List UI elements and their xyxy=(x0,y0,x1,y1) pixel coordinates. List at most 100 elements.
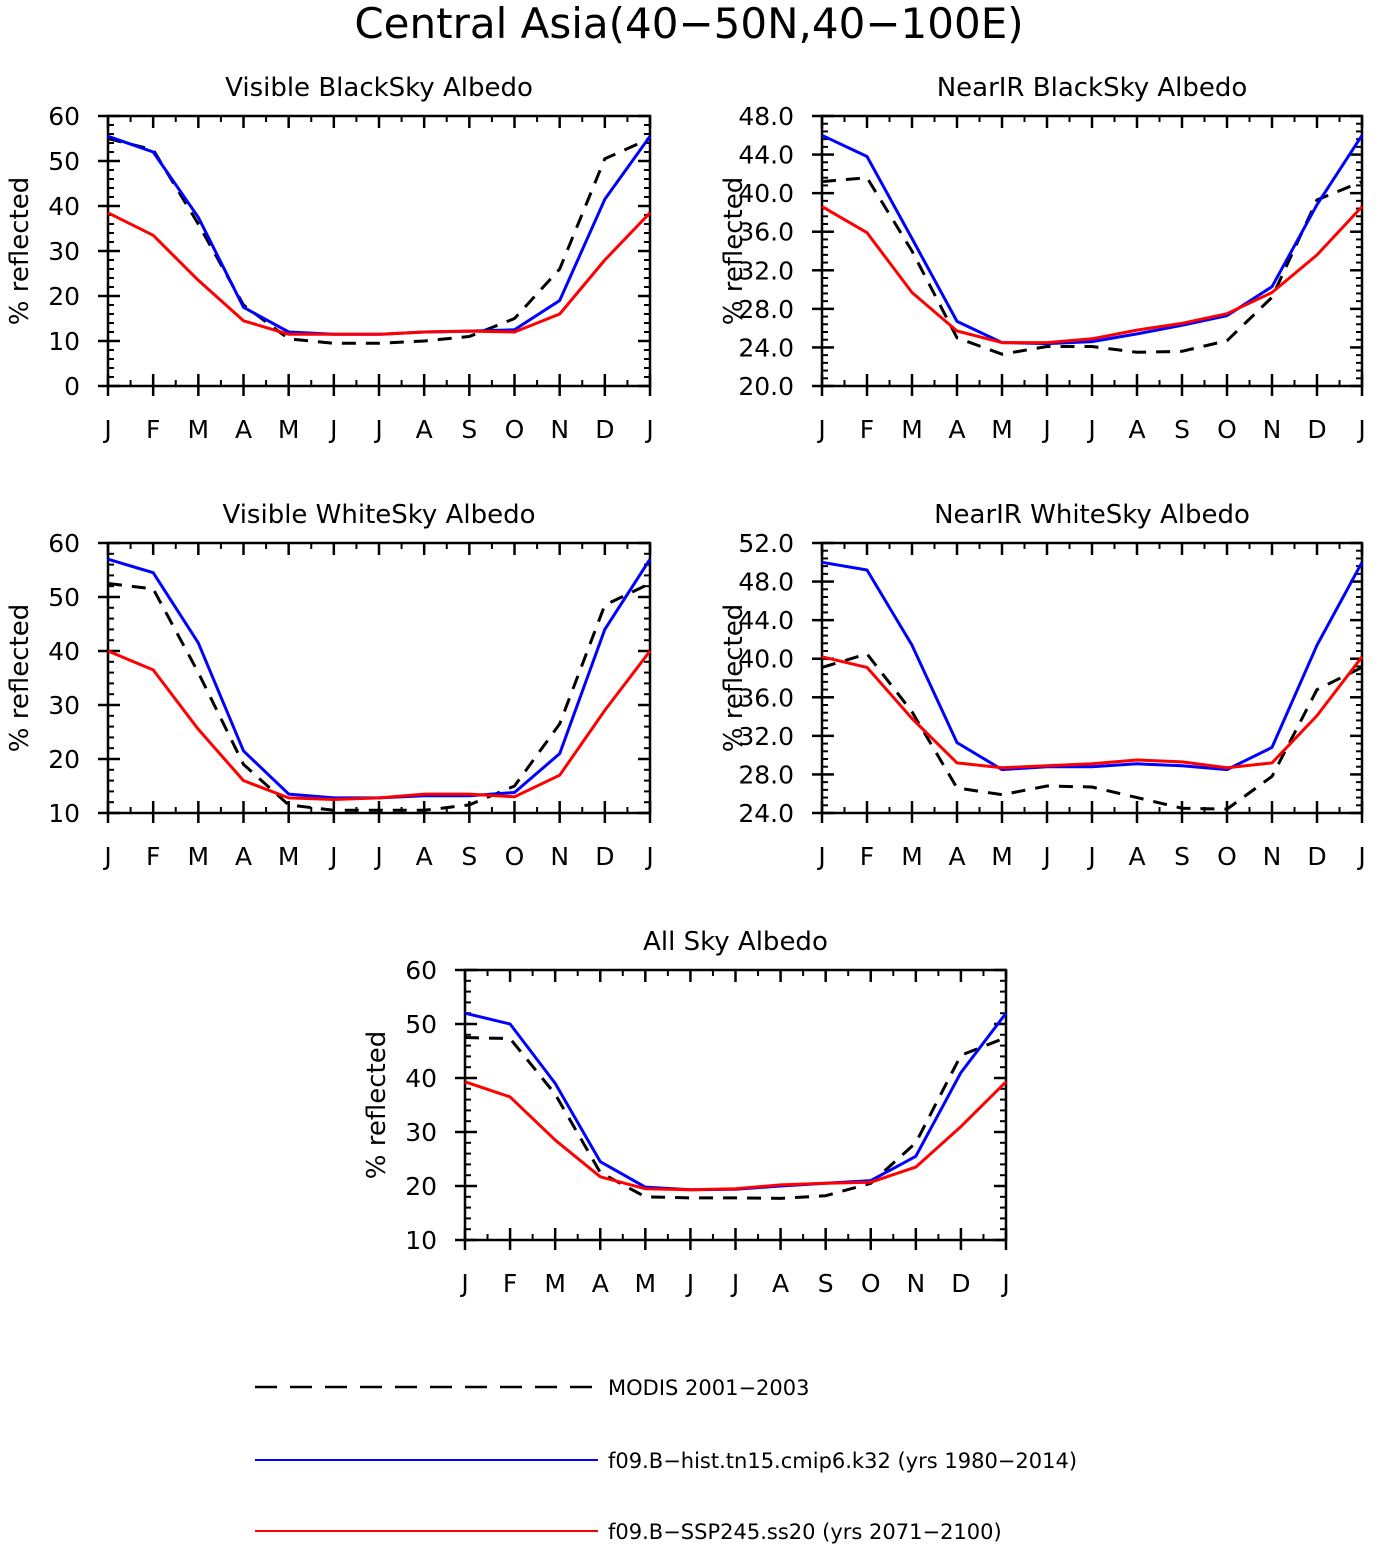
x-tick-label: J xyxy=(459,1269,468,1298)
panel-title: Visible BlackSky Albedo xyxy=(225,73,533,103)
x-tick-label: O xyxy=(505,415,525,444)
plot-frame xyxy=(106,541,652,815)
legend-label-3: f09.B−SSP245.ss20 (yrs 2071−2100) xyxy=(608,1520,1002,1544)
plot-frame xyxy=(820,541,1364,815)
series-line-2 xyxy=(821,560,1364,772)
x-tick-label: A xyxy=(235,842,252,871)
x-tick-label: J xyxy=(1086,842,1095,871)
y-tick-label: 60 xyxy=(405,956,437,985)
x-tick-label: J xyxy=(644,415,653,444)
x-tick-label: J xyxy=(328,415,337,444)
x-tick-label: N xyxy=(906,1269,925,1298)
y-axis-label: % reflected xyxy=(719,604,749,752)
series-line-3 xyxy=(107,649,652,801)
x-tick-label: J xyxy=(730,1269,739,1298)
x-tick-label: A xyxy=(1128,842,1145,871)
x-tick-label: J xyxy=(1041,415,1050,444)
panel-title: NearIR WhiteSky Albedo xyxy=(934,500,1250,530)
y-tick-label: 50 xyxy=(405,1010,437,1039)
y-tick-label: 44.0 xyxy=(738,141,794,170)
y-tick-label: 24.0 xyxy=(738,799,794,828)
panel-title: Visible WhiteSky Albedo xyxy=(222,500,535,530)
series-line-2 xyxy=(821,133,1364,346)
y-tick-label: 60 xyxy=(48,102,80,131)
y-tick-label: 10 xyxy=(48,799,80,828)
x-tick-label: J xyxy=(1086,415,1095,444)
x-tick-label: D xyxy=(1307,415,1326,444)
x-tick-label: J xyxy=(1356,415,1365,444)
x-tick-label: A xyxy=(948,415,965,444)
x-tick-label: F xyxy=(503,1269,517,1298)
figure-title: Central Asia(40−50N,40−100E) xyxy=(354,0,1023,48)
x-tick-label: A xyxy=(592,1269,609,1298)
y-tick-label: 30 xyxy=(48,691,80,720)
x-tick-label: S xyxy=(461,842,477,871)
y-tick-label: 60 xyxy=(48,529,80,558)
legend-label-1: MODIS 2001−2003 xyxy=(608,1376,810,1400)
y-tick-label: 48.0 xyxy=(738,102,794,131)
x-tick-label: J xyxy=(102,842,111,871)
x-tick-label: A xyxy=(416,415,433,444)
x-tick-label: M xyxy=(991,415,1013,444)
y-tick-label: 40 xyxy=(405,1064,437,1093)
y-tick-label: 28.0 xyxy=(738,295,794,324)
series-line-1 xyxy=(107,582,651,812)
x-tick-label: D xyxy=(595,842,614,871)
x-tick-label: A xyxy=(772,1269,789,1298)
series-line-3 xyxy=(821,655,1364,770)
x-tick-label: F xyxy=(146,842,160,871)
y-tick-label: 40 xyxy=(48,637,80,666)
series-line-1 xyxy=(464,1036,1007,1200)
series-line-3 xyxy=(821,205,1364,345)
x-tick-label: J xyxy=(102,415,111,444)
y-axis-label: % reflected xyxy=(362,1031,392,1179)
y-tick-label: 20.0 xyxy=(738,372,794,401)
x-tick-label: N xyxy=(550,842,569,871)
x-tick-label: J xyxy=(1356,842,1365,871)
x-tick-label: O xyxy=(1217,842,1237,871)
x-tick-label: O xyxy=(1217,415,1237,444)
x-tick-label: M xyxy=(544,1269,566,1298)
y-tick-label: 32.0 xyxy=(738,256,794,285)
x-tick-label: J xyxy=(373,415,382,444)
x-tick-label: J xyxy=(1041,842,1050,871)
x-tick-label: S xyxy=(1174,415,1190,444)
x-tick-label: M xyxy=(278,415,300,444)
x-tick-label: M xyxy=(991,842,1013,871)
x-tick-label: M xyxy=(901,842,923,871)
x-tick-label: J xyxy=(816,415,825,444)
y-tick-label: 36.0 xyxy=(738,218,794,247)
y-tick-label: 20 xyxy=(48,745,80,774)
y-tick-label: 28.0 xyxy=(738,760,794,789)
x-tick-label: J xyxy=(1000,1269,1009,1298)
plot-frame xyxy=(106,114,652,388)
y-tick-label: 44.0 xyxy=(738,606,794,635)
x-tick-label: N xyxy=(1263,415,1282,444)
y-tick-label: 40.0 xyxy=(738,179,794,208)
x-tick-label: A xyxy=(1128,415,1145,444)
series-line-2 xyxy=(464,1011,1008,1192)
y-axis-label: % reflected xyxy=(5,177,35,325)
x-tick-label: J xyxy=(373,842,382,871)
x-tick-label: M xyxy=(278,842,300,871)
x-tick-label: F xyxy=(860,842,874,871)
y-tick-label: 40.0 xyxy=(738,645,794,674)
x-tick-label: A xyxy=(416,842,433,871)
panel-title: All Sky Albedo xyxy=(643,927,828,957)
legend-label-2: f09.B−hist.tn15.cmip6.k32 (yrs 1980−2014… xyxy=(608,1449,1077,1473)
y-tick-label: 52.0 xyxy=(738,529,794,558)
x-tick-label: S xyxy=(818,1269,834,1298)
x-tick-label: D xyxy=(951,1269,970,1298)
x-tick-label: J xyxy=(685,1269,694,1298)
panel-title: NearIR BlackSky Albedo xyxy=(937,73,1248,103)
y-tick-label: 30 xyxy=(48,237,80,266)
y-tick-label: 36.0 xyxy=(738,683,794,712)
x-tick-label: N xyxy=(550,415,569,444)
x-tick-label: A xyxy=(948,842,965,871)
